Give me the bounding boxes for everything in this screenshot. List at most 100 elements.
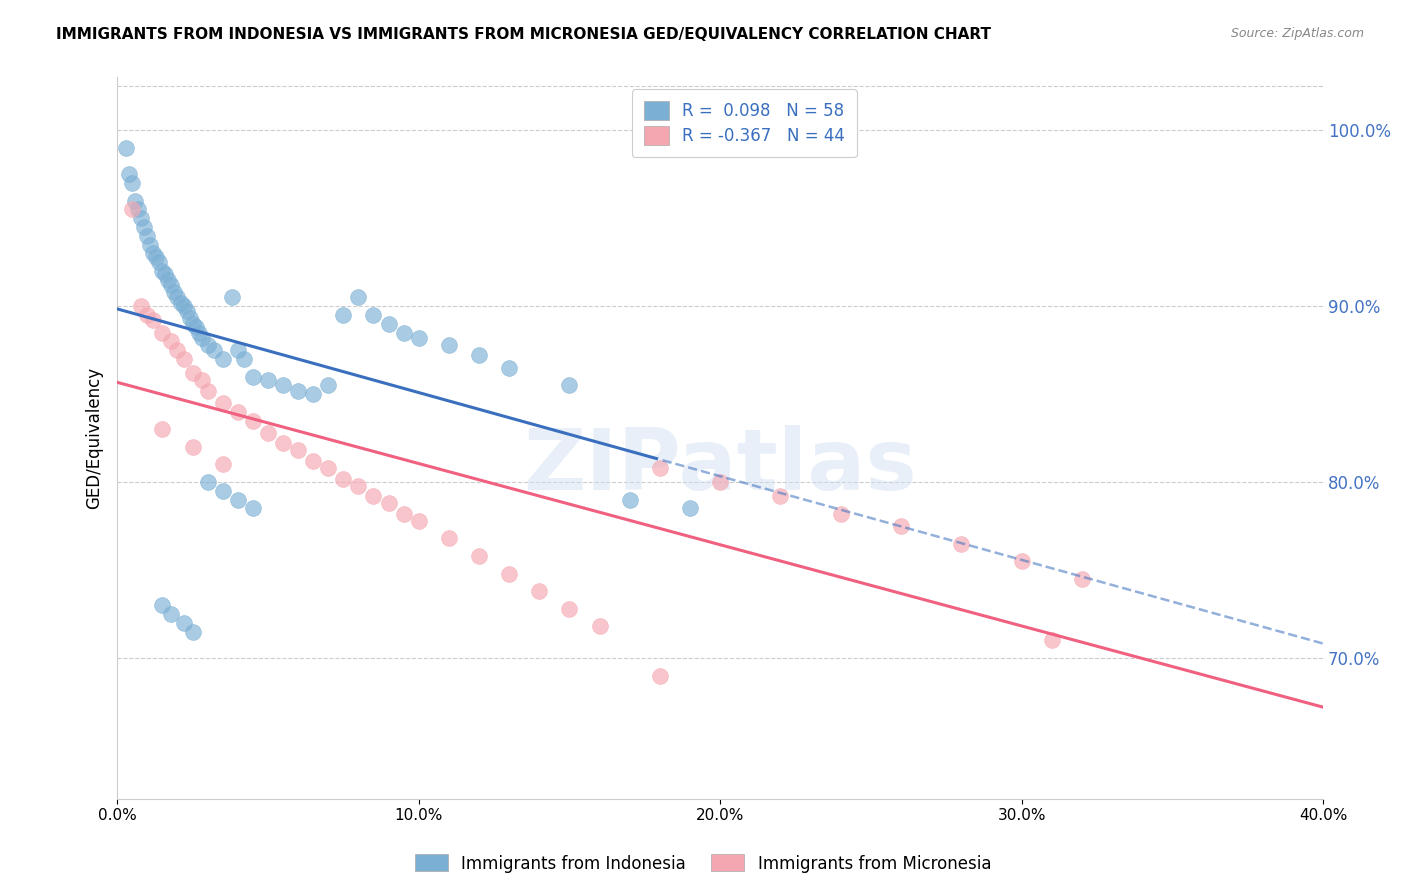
Point bbox=[202, 343, 225, 358]
Point bbox=[830, 507, 852, 521]
Point bbox=[271, 378, 294, 392]
Point bbox=[211, 396, 233, 410]
Point bbox=[142, 246, 165, 260]
Point bbox=[558, 601, 581, 615]
Point bbox=[176, 304, 198, 318]
Point bbox=[392, 326, 415, 340]
Point bbox=[152, 422, 174, 436]
Point bbox=[131, 299, 153, 313]
Point bbox=[121, 202, 143, 217]
Point bbox=[347, 290, 370, 304]
Point bbox=[257, 373, 280, 387]
Point bbox=[181, 440, 204, 454]
Point bbox=[197, 384, 219, 398]
Point bbox=[408, 331, 430, 345]
Point bbox=[226, 492, 249, 507]
Point bbox=[139, 237, 162, 252]
Point bbox=[131, 211, 153, 226]
Point bbox=[152, 326, 174, 340]
Point bbox=[152, 599, 174, 613]
Point bbox=[498, 566, 520, 581]
Point bbox=[377, 496, 399, 510]
Point bbox=[1011, 554, 1033, 568]
Point bbox=[709, 475, 731, 489]
Point bbox=[232, 351, 254, 366]
Point bbox=[197, 475, 219, 489]
Point bbox=[160, 607, 183, 621]
Point bbox=[211, 483, 233, 498]
Text: ZIPatlas: ZIPatlas bbox=[523, 425, 917, 508]
Point bbox=[121, 176, 143, 190]
Point bbox=[127, 202, 149, 217]
Point bbox=[221, 290, 243, 304]
Point bbox=[190, 331, 212, 345]
Point bbox=[890, 519, 912, 533]
Point bbox=[287, 443, 309, 458]
Point bbox=[619, 492, 641, 507]
Point bbox=[187, 326, 209, 340]
Point bbox=[226, 405, 249, 419]
Point bbox=[363, 308, 385, 322]
Point bbox=[136, 228, 159, 243]
Point bbox=[173, 299, 195, 313]
Text: Source: ZipAtlas.com: Source: ZipAtlas.com bbox=[1230, 27, 1364, 40]
Point bbox=[302, 454, 325, 468]
Point bbox=[166, 343, 188, 358]
Point bbox=[148, 255, 170, 269]
Point bbox=[1040, 633, 1063, 648]
Point bbox=[437, 338, 460, 352]
Point bbox=[271, 436, 294, 450]
Point bbox=[136, 308, 159, 322]
Point bbox=[332, 308, 354, 322]
Point bbox=[142, 313, 165, 327]
Point bbox=[155, 268, 177, 282]
Point bbox=[257, 425, 280, 440]
Point bbox=[950, 536, 973, 550]
Point bbox=[184, 320, 207, 334]
Point bbox=[648, 461, 671, 475]
Point bbox=[287, 384, 309, 398]
Point bbox=[468, 549, 491, 563]
Point bbox=[173, 615, 195, 630]
Point bbox=[468, 348, 491, 362]
Point bbox=[316, 461, 339, 475]
Point bbox=[124, 194, 146, 208]
Point bbox=[157, 273, 180, 287]
Legend: R =  0.098   N = 58, R = -0.367   N = 44: R = 0.098 N = 58, R = -0.367 N = 44 bbox=[633, 89, 856, 157]
Point bbox=[392, 507, 415, 521]
Point bbox=[769, 489, 792, 503]
Point bbox=[242, 501, 264, 516]
Point bbox=[347, 478, 370, 492]
Y-axis label: GED/Equivalency: GED/Equivalency bbox=[86, 367, 103, 509]
Point bbox=[408, 514, 430, 528]
Point bbox=[166, 290, 188, 304]
Point bbox=[498, 360, 520, 375]
Point bbox=[242, 369, 264, 384]
Point bbox=[529, 584, 551, 599]
Point bbox=[118, 167, 141, 181]
Point bbox=[332, 472, 354, 486]
Point bbox=[169, 295, 191, 310]
Point bbox=[588, 619, 610, 633]
Point bbox=[163, 285, 186, 299]
Point bbox=[115, 141, 138, 155]
Point bbox=[679, 501, 702, 516]
Point bbox=[226, 343, 249, 358]
Point bbox=[190, 373, 212, 387]
Point bbox=[134, 219, 156, 234]
Point bbox=[145, 250, 167, 264]
Point bbox=[160, 278, 183, 293]
Point bbox=[242, 413, 264, 427]
Point bbox=[558, 378, 581, 392]
Point bbox=[181, 624, 204, 639]
Point bbox=[363, 489, 385, 503]
Point bbox=[181, 317, 204, 331]
Point bbox=[648, 668, 671, 682]
Point bbox=[197, 338, 219, 352]
Legend: Immigrants from Indonesia, Immigrants from Micronesia: Immigrants from Indonesia, Immigrants fr… bbox=[408, 847, 998, 880]
Point bbox=[437, 532, 460, 546]
Point bbox=[316, 378, 339, 392]
Point bbox=[1071, 572, 1094, 586]
Point bbox=[160, 334, 183, 349]
Text: IMMIGRANTS FROM INDONESIA VS IMMIGRANTS FROM MICRONESIA GED/EQUIVALENCY CORRELAT: IMMIGRANTS FROM INDONESIA VS IMMIGRANTS … bbox=[56, 27, 991, 42]
